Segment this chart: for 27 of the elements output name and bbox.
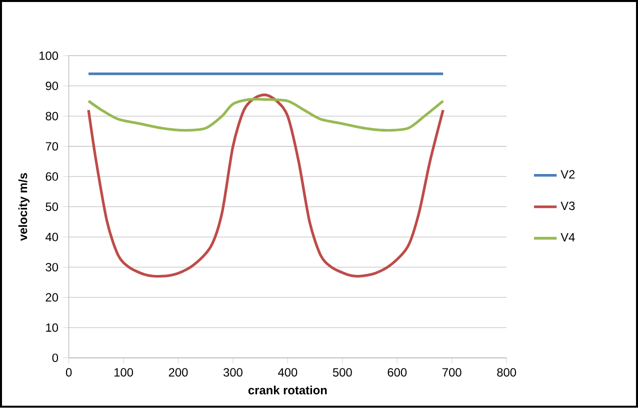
line-series — [87, 94, 444, 278]
y-tick-label: 50 — [46, 202, 58, 212]
y-tick-label: 30 — [46, 263, 58, 272]
x-tick-label: 500 — [332, 368, 352, 377]
x-tick-label: 0 — [66, 368, 72, 377]
y-tick-label: 80 — [46, 112, 58, 120]
x-tick-label: 400 — [278, 368, 298, 377]
y-tick-label: 10 — [46, 323, 58, 332]
y-tick-label: 70 — [46, 142, 58, 151]
y-tick-label: 0 — [52, 354, 58, 362]
x-tick-label: 700 — [442, 368, 462, 377]
y-tick-label: 60 — [46, 172, 58, 181]
x-tick-label: 100 — [114, 368, 134, 377]
line-series — [87, 98, 444, 132]
y-tick-label: 100 — [40, 52, 58, 60]
y-tick-label: 20 — [46, 293, 58, 302]
y-tick-label: 40 — [46, 232, 58, 242]
legend-label: V4 — [560, 233, 575, 242]
x-tick-label: 200 — [168, 368, 188, 377]
legend-label: V3 — [560, 202, 575, 210]
x-tick-label: 300 — [223, 368, 242, 377]
y-axis-title: velocity m/s — [18, 173, 30, 241]
x-axis-title: crank rotation — [248, 386, 327, 395]
x-tick-label: 600 — [388, 368, 407, 377]
y-tick-label: 90 — [46, 82, 58, 90]
legend-label: V2 — [560, 170, 575, 179]
x-tick-label: 800 — [497, 368, 516, 377]
